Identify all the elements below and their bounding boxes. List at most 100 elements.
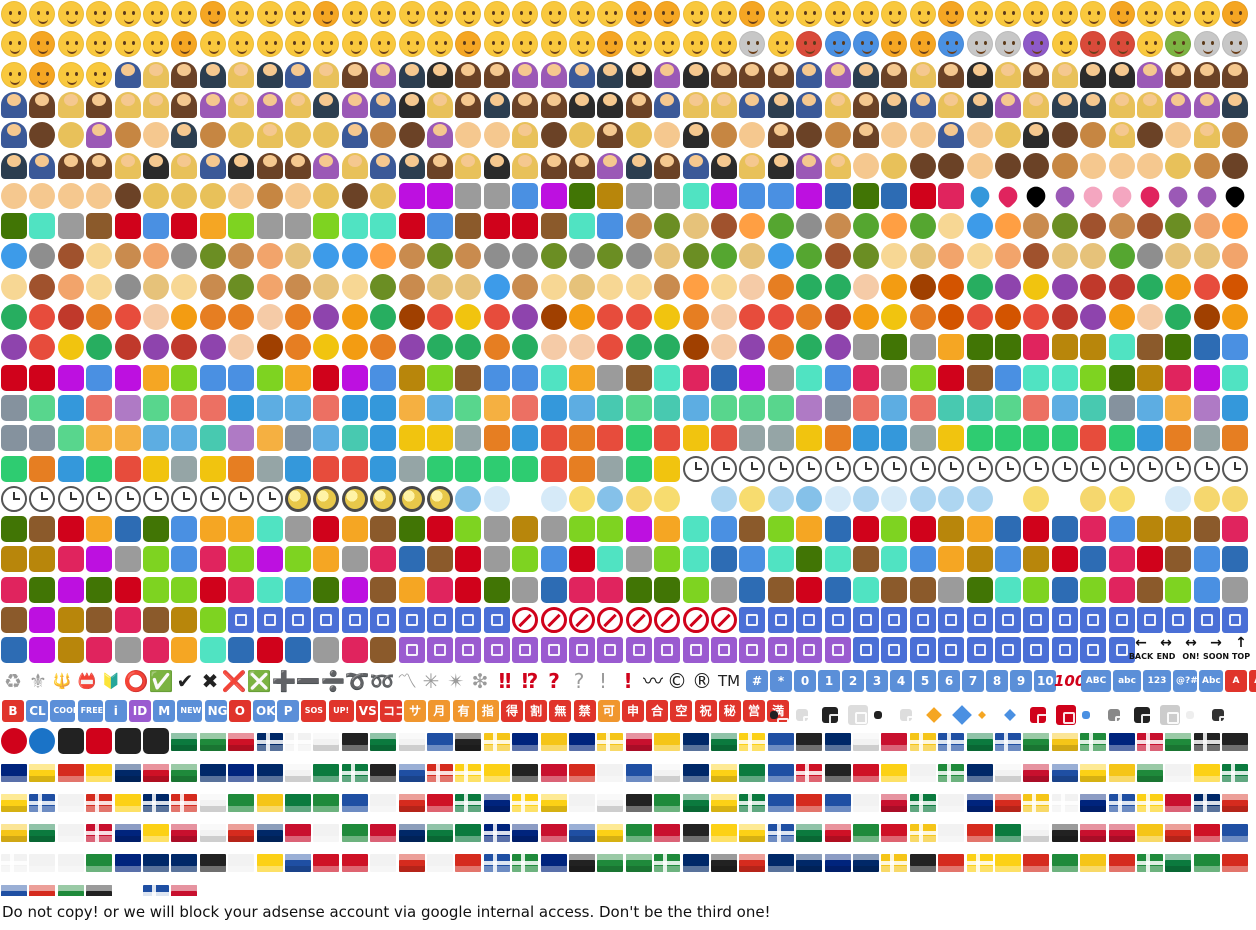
letter-tile: NG xyxy=(204,700,227,722)
symbol-icon: 🔰 xyxy=(101,672,121,690)
animal-emoji-icon xyxy=(1194,213,1220,239)
place-emoji-icon xyxy=(86,425,112,451)
animal-emoji-icon xyxy=(853,213,879,239)
flag-icon xyxy=(285,854,311,872)
flag-icon xyxy=(86,885,112,896)
person-emoji-icon xyxy=(1052,92,1078,118)
food-emoji-icon xyxy=(910,304,936,330)
face-emoji-icon xyxy=(370,31,396,57)
object-emoji-icon xyxy=(58,365,84,391)
person-emoji-icon xyxy=(58,92,84,118)
food-emoji-icon xyxy=(455,304,481,330)
object-emoji-icon xyxy=(967,577,993,603)
flag-icon xyxy=(967,794,993,812)
food-emoji-icon xyxy=(597,304,623,330)
object-emoji-icon xyxy=(1023,365,1049,391)
trademark-icon: TM xyxy=(717,672,741,690)
animal-emoji-icon xyxy=(257,243,283,269)
person-emoji-icon xyxy=(768,62,794,88)
arrow-label-top: ↑ TOP xyxy=(1231,636,1251,661)
object-emoji-icon xyxy=(143,637,169,663)
place-emoji-icon xyxy=(1165,395,1191,421)
object-emoji-icon xyxy=(143,213,169,239)
heart-icon xyxy=(994,182,1022,210)
vehicle-emoji-icon xyxy=(654,425,680,451)
animal-emoji-icon xyxy=(967,213,993,239)
object-emoji-icon xyxy=(399,365,425,391)
flag-icon xyxy=(967,733,993,751)
object-emoji-icon xyxy=(29,546,55,572)
flag-icon xyxy=(711,764,737,782)
animal-emoji-icon xyxy=(143,274,169,300)
food-emoji-icon xyxy=(427,304,453,330)
flag-icon xyxy=(541,824,567,842)
emoji-row-10 xyxy=(0,273,1256,303)
animal-emoji-icon xyxy=(342,243,368,269)
object-emoji-icon xyxy=(569,213,595,239)
food-emoji-icon xyxy=(1,334,27,360)
food-emoji-icon xyxy=(1109,304,1135,330)
flag-icon xyxy=(768,794,794,812)
vehicle-emoji-icon xyxy=(1109,425,1135,451)
object-emoji-icon xyxy=(484,213,510,239)
food-emoji-icon xyxy=(29,304,55,330)
face-emoji-icon xyxy=(285,1,311,27)
vehicle-emoji-icon xyxy=(938,425,964,451)
hand-emoji-icon xyxy=(455,122,481,148)
vehicle-emoji-icon xyxy=(1023,425,1049,451)
person-emoji-icon xyxy=(1080,62,1106,88)
flag-icon xyxy=(399,824,425,842)
object-emoji-icon xyxy=(1,637,27,663)
object-emoji-icon xyxy=(739,516,765,542)
object-emoji-icon xyxy=(910,365,936,391)
face-emoji-icon xyxy=(228,31,254,57)
geometric-shape-icon xyxy=(900,709,919,727)
animal-emoji-icon xyxy=(938,243,964,269)
flag-icon xyxy=(853,794,879,812)
vehicle-emoji-icon xyxy=(541,425,567,451)
animal-emoji-icon xyxy=(711,274,737,300)
flag-icon xyxy=(29,764,55,782)
face-emoji-icon xyxy=(1109,1,1135,27)
flag-icon xyxy=(739,854,765,872)
flag-icon xyxy=(313,824,339,842)
clock-icon xyxy=(1,486,27,512)
person-emoji-icon xyxy=(86,153,112,179)
hand-emoji-icon xyxy=(739,122,765,148)
food-emoji-icon xyxy=(143,334,169,360)
flag-icon xyxy=(825,764,851,782)
person-emoji-icon xyxy=(626,153,652,179)
flag-icon xyxy=(484,764,510,782)
flag-icon xyxy=(796,794,822,812)
flag-icon xyxy=(541,854,567,872)
object-emoji-icon xyxy=(171,607,197,633)
person-emoji-icon xyxy=(257,62,283,88)
clock-icon xyxy=(1194,456,1220,482)
place-emoji-icon xyxy=(370,395,396,421)
object-emoji-icon xyxy=(200,516,226,542)
flag-icon xyxy=(58,728,84,754)
flag-icon xyxy=(711,733,737,751)
symbol-tile-icon xyxy=(1023,607,1049,633)
food-emoji-icon xyxy=(995,274,1021,300)
symbol-icon: ♻ xyxy=(4,669,22,693)
object-emoji-icon xyxy=(370,213,396,239)
keycap-tile: # xyxy=(746,670,768,692)
symbol-tile-icon xyxy=(768,607,794,633)
place-emoji-icon xyxy=(171,395,197,421)
place-emoji-icon xyxy=(1023,395,1049,421)
animal-emoji-icon xyxy=(1194,243,1220,269)
flag-icon xyxy=(257,854,283,872)
geometric-shape-icon xyxy=(978,711,986,719)
object-emoji-icon xyxy=(313,516,339,542)
place-emoji-icon xyxy=(1137,395,1163,421)
letter-tile: ID xyxy=(129,700,151,722)
object-emoji-icon xyxy=(569,516,595,542)
flag-icon xyxy=(1,794,27,812)
object-emoji-icon xyxy=(86,213,112,239)
place-emoji-icon xyxy=(910,395,936,421)
flag-icon xyxy=(171,854,197,872)
flag-icon xyxy=(86,794,112,812)
clock-icon xyxy=(683,456,709,482)
person-emoji-icon xyxy=(285,62,311,88)
